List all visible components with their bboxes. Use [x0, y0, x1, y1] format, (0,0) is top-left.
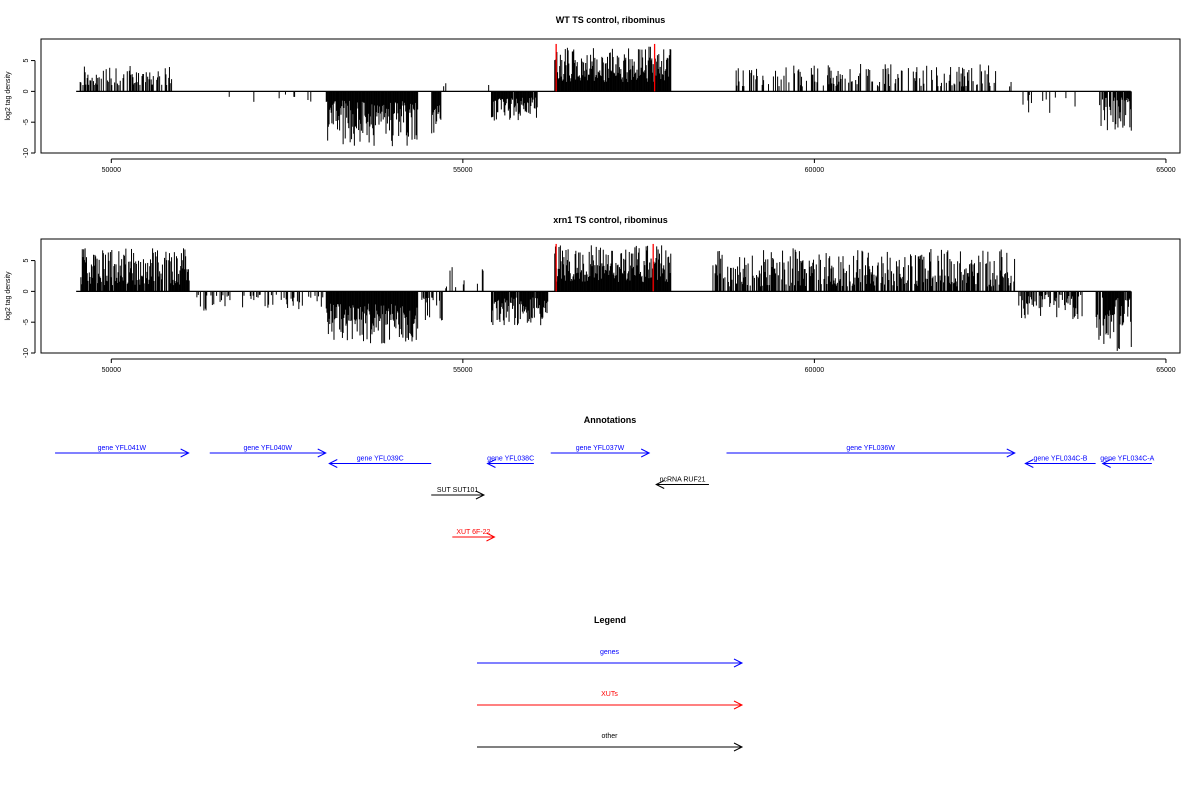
y-tick-label: -5	[23, 319, 30, 325]
x-tick-label: 60000	[805, 367, 825, 374]
arrowhead-icon	[640, 448, 651, 458]
y-tick-label: -10	[23, 348, 30, 358]
bar-series	[79, 46, 1132, 147]
bar-series	[80, 245, 1132, 351]
legend-entry: other	[477, 733, 744, 752]
feature-label: gene YFL039C	[357, 456, 404, 463]
arrowhead-icon	[486, 532, 496, 542]
legend-label: genes	[600, 649, 620, 656]
arrowhead-icon	[1024, 459, 1034, 468]
x-tick-label: 65000	[1156, 167, 1176, 174]
feature-other: SUT SUT101	[431, 487, 486, 500]
x-axis: 50000 55000 60000 65000	[102, 158, 1176, 174]
legend-title: Legend	[594, 615, 626, 625]
y-tick-label: 5	[23, 59, 30, 63]
feature-gene: gene YFL036W	[726, 445, 1016, 458]
feature-gene: gene YFL034C-A	[1100, 456, 1155, 468]
chart-title: WT TS control, ribominus	[556, 15, 666, 25]
y-tick-label: 5	[23, 259, 30, 263]
y-axis: -10 -5 0 5 log2 tag density	[5, 59, 36, 158]
feature-label: ncRNA RUF21	[660, 477, 706, 484]
feature-label: XUT 6F-22	[456, 529, 490, 536]
plot-frame	[40, 238, 1181, 354]
legend-label: other	[602, 733, 619, 740]
arrowhead-icon	[180, 448, 190, 458]
plot-frame	[40, 38, 1181, 154]
feature-label: gene YFL034C-A	[1100, 456, 1154, 463]
annotations-title: Annotations	[584, 415, 637, 425]
feature-label: gene YFL034C-B	[1033, 456, 1087, 463]
legend-panel: Legend genes XUTs other	[477, 615, 744, 752]
arrowhead-icon	[328, 459, 338, 468]
feature-label: gene YFL036W	[846, 445, 895, 452]
feature-label: gene YFL041W	[98, 445, 147, 452]
arrowhead-icon	[1006, 448, 1016, 458]
arrowhead-icon	[655, 480, 665, 489]
feature-other: ncRNA RUF21	[655, 477, 709, 489]
y-tick-label: -5	[23, 119, 30, 125]
arrowhead-icon	[486, 459, 496, 468]
feature-gene: gene YFL039C	[328, 456, 432, 468]
x-axis: 50000 55000 60000 65000	[102, 358, 1176, 374]
feature-gene: gene YFL037W	[550, 445, 651, 458]
arrowhead-icon	[733, 700, 744, 710]
arrowhead-icon	[1101, 459, 1111, 468]
y-axis-label: log2 tag density	[5, 271, 12, 321]
legend-entry: XUTs	[477, 691, 744, 710]
feature-label: gene YFL040W	[243, 445, 292, 452]
feature-label: gene YFL038C	[487, 456, 534, 463]
arrowhead-icon	[733, 658, 744, 668]
chart-title: xrn1 TS control, ribominus	[553, 215, 668, 225]
arrowhead-icon	[475, 490, 486, 500]
legend-entry: genes	[477, 649, 744, 668]
feature-gene: gene YFL041W	[55, 445, 190, 458]
feature-label: gene YFL037W	[576, 445, 625, 452]
arrowhead-icon	[317, 448, 327, 458]
xrn1-tag-density-panel: xrn1 TS control, ribominus -10 -5 0 5 log2 ta…	[5, 215, 1181, 374]
y-axis: -10 -5 0 5 log2 tag density	[5, 259, 36, 358]
y-tick-label: -10	[23, 148, 30, 158]
x-tick-label: 60000	[805, 167, 825, 174]
feature-label: SUT SUT101	[437, 487, 479, 494]
x-tick-label: 50000	[102, 367, 122, 374]
feature-gene: gene YFL034C-B	[1024, 456, 1096, 468]
arrowhead-icon	[733, 742, 744, 752]
wt-tag-density-panel: WT TS control, ribominus -10 -5 0 5 log2 tag …	[5, 15, 1181, 174]
x-tick-label: 55000	[453, 167, 473, 174]
x-tick-label: 55000	[453, 367, 473, 374]
x-tick-label: 65000	[1156, 367, 1176, 374]
x-tick-label: 50000	[102, 167, 122, 174]
feature-gene: gene YFL040W	[209, 445, 327, 458]
y-tick-label: 0	[23, 289, 30, 293]
y-tick-label: 0	[23, 89, 30, 93]
feature-gene: gene YFL038C	[486, 456, 534, 468]
legend-label: XUTs	[601, 691, 618, 698]
annotation-track: Annotations gene YFL041W gene YFL040W gene …	[55, 415, 1155, 542]
feature-xut: XUT 6F-22	[452, 529, 496, 542]
y-axis-label: log2 tag density	[5, 71, 12, 121]
